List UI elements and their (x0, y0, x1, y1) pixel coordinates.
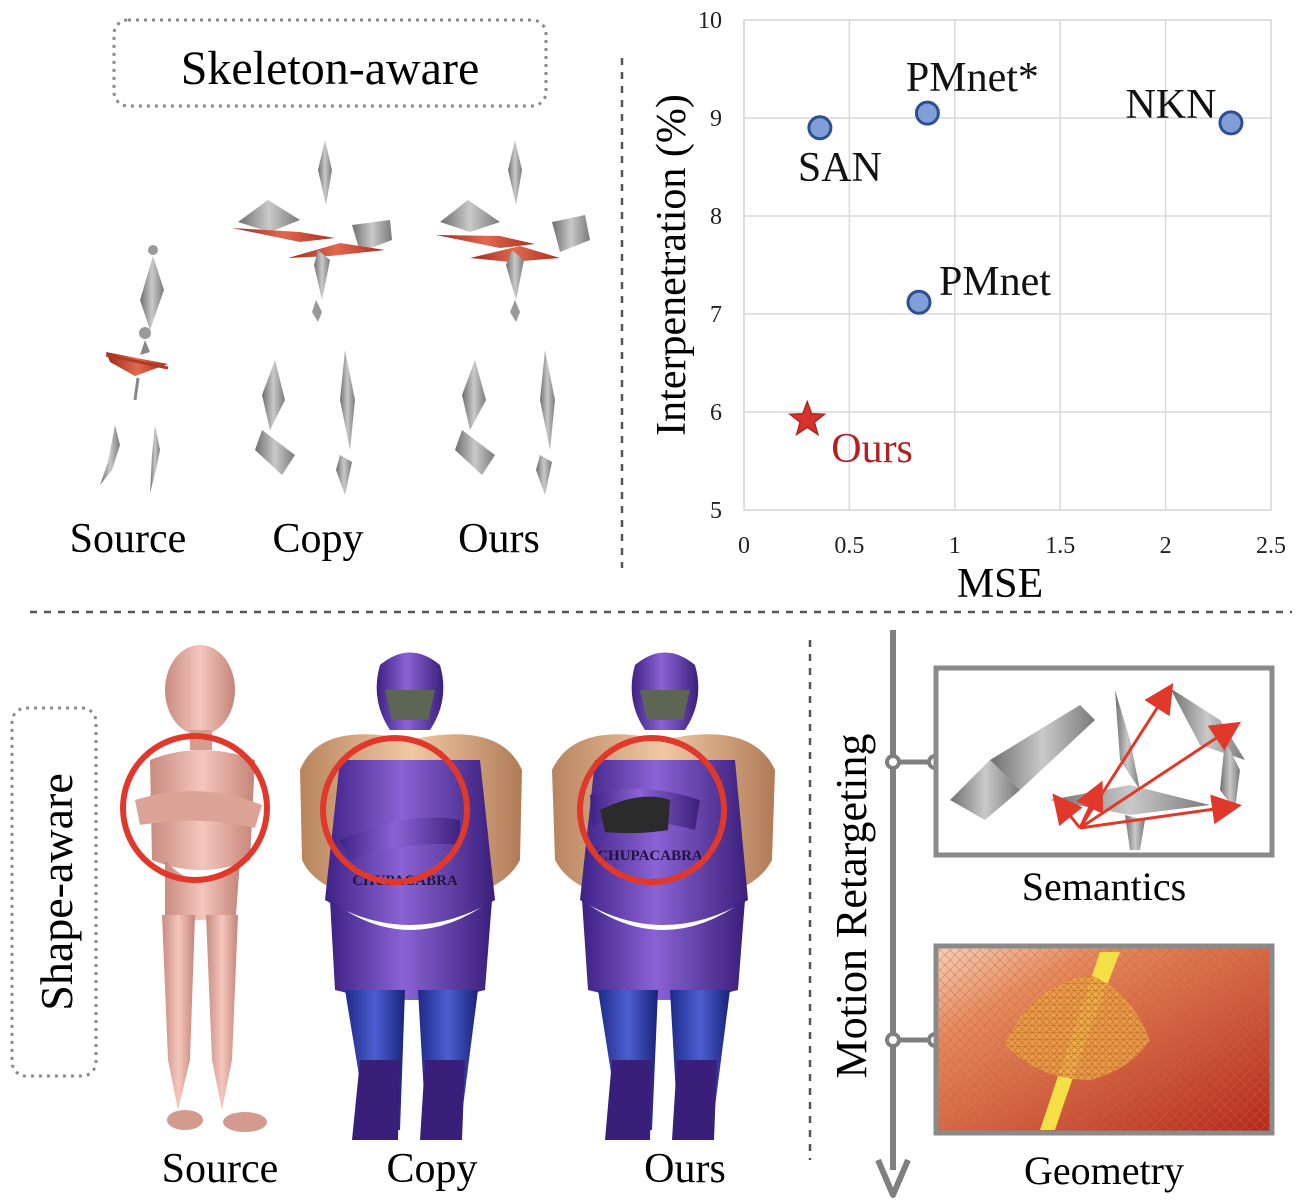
shape-label-source: Source (162, 1146, 279, 1192)
shape-label-ours: Ours (644, 1146, 726, 1192)
mannequin-source (120, 645, 270, 1132)
y-tick-label: 8 (710, 204, 722, 230)
chart-y-axis-label: Interpenetration (%) (649, 94, 695, 436)
x-tick-label: 2 (1160, 533, 1172, 559)
y-tick-label: 10 (698, 8, 722, 34)
point-pmnet (906, 289, 932, 315)
chart-ticks: 0 0.5 1 1.5 2 2.5 5 6 7 8 9 10 (698, 8, 1286, 559)
semantics-label: Semantics (1022, 864, 1186, 909)
highlight-circle-source (120, 733, 270, 883)
shape-label-copy: Copy (386, 1146, 477, 1192)
point-label-pmnet: PMnet* (906, 55, 1039, 101)
chart-grid (743, 19, 1272, 511)
point-nkn (1218, 110, 1244, 136)
scatter-chart: 0 0.5 1 1.5 2 2.5 5 6 7 8 9 10 SAN PMnet* NKN PMnet Our… (649, 8, 1286, 607)
y-tick-label: 7 (710, 302, 722, 328)
x-tick-label: 2.5 (1256, 533, 1286, 559)
skeleton-label-source: Source (70, 516, 187, 562)
wrestler-ours: CHUPACABRA (552, 652, 775, 1140)
y-tick-label: 6 (710, 400, 722, 426)
shirt-text-ours: CHUPACABRA (597, 848, 703, 864)
y-tick-label: 5 (710, 498, 722, 524)
retargeting-axis-label: Motion Retargeting (827, 733, 876, 1078)
chart-x-axis-label: MSE (957, 561, 1043, 607)
skeleton-ours (436, 140, 590, 495)
skeleton-aware-title: Skeleton-aware (181, 42, 480, 95)
y-tick-label: 9 (710, 106, 722, 132)
point-label-san: SAN (798, 145, 882, 191)
skeleton-label-copy: Copy (272, 516, 363, 562)
skeleton-aware-box (112, 18, 548, 108)
x-tick-label: 0 (738, 533, 750, 559)
point-label-pmnet: PMnet (939, 259, 1051, 305)
x-tick-label: 1 (949, 533, 961, 559)
wrestler-copy: CHUPACABRA (300, 652, 522, 1140)
point-label-ours: Ours (831, 426, 913, 472)
geometry-panel (933, 943, 1275, 1136)
highlight-circle-copy (320, 735, 470, 885)
skeleton-copy (232, 140, 392, 495)
x-tick-label: 1.5 (1045, 533, 1075, 559)
skeleton-source (100, 245, 169, 493)
semantics-panel (933, 665, 1275, 858)
point-ours-star (788, 399, 827, 437)
point-san (807, 115, 833, 141)
geometry-connector-dot-left (885, 1032, 901, 1048)
point-label-nkn: NKN (1125, 82, 1216, 128)
semantics-connector-dot-left (885, 754, 901, 770)
point-pmnet (914, 100, 940, 126)
geometry-label: Geometry (1024, 1148, 1184, 1193)
shape-aware-title: Shape-aware (31, 773, 82, 1011)
highlight-circle-ours (577, 735, 727, 885)
retargeting-axis-arrowhead (875, 1158, 911, 1198)
x-tick-label: 0.5 (834, 533, 864, 559)
skeleton-label-ours: Ours (458, 516, 540, 562)
chart-points: SAN PMnet* NKN PMnet Ours (788, 55, 1244, 472)
